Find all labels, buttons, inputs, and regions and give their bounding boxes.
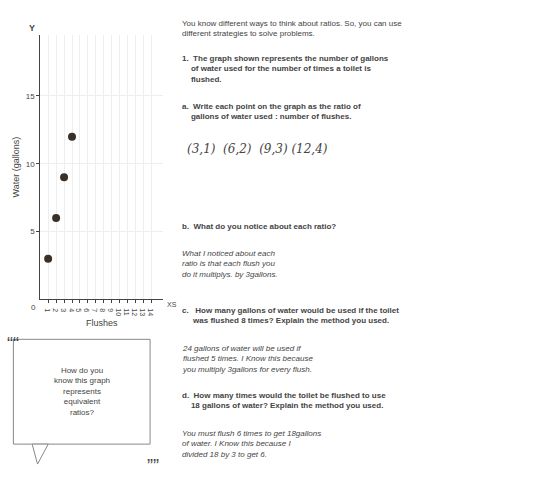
svg-text:13: 13	[139, 308, 146, 316]
svg-text:Flushes: Flushes	[86, 318, 118, 328]
svg-text:12: 12	[131, 308, 138, 316]
svg-text:““: ““	[7, 334, 19, 354]
svg-text:0: 0	[31, 303, 36, 312]
svg-text:5: 5	[30, 227, 35, 236]
svg-text:6: 6	[83, 308, 90, 312]
svg-text:7: 7	[91, 308, 98, 312]
svg-text:2: 2	[52, 308, 59, 312]
svg-text:XS: XS	[167, 301, 177, 308]
svg-text:11: 11	[123, 308, 130, 315]
svg-text:15: 15	[26, 92, 35, 101]
svg-text:3: 3	[60, 308, 67, 312]
svg-text:(3,1) (6,2) (9,3) (12,4): (3,1) (6,2) (9,3) (12,4)	[187, 142, 328, 156]
svg-text:8: 8	[99, 308, 106, 312]
svg-text:Water (gallons): Water (gallons)	[11, 137, 21, 198]
svg-text:b. What do you notice about e: b. What do you notice about each ratio?	[182, 222, 336, 231]
svg-text:You know different ways to thi: You know different ways to think about r…	[182, 19, 402, 38]
svg-text:1: 1	[44, 308, 51, 312]
svg-text:10: 10	[26, 160, 35, 169]
svg-text:Y: Y	[29, 23, 35, 33]
svg-text:d. How many times would the t: d. How many times would the toilet be fl…	[182, 391, 386, 410]
svg-text:What I noticed about eachratio: What I noticed about eachratio is that e…	[182, 249, 278, 279]
svg-text:1. The graph shown represents: 1. The graph shown represents the number…	[182, 54, 389, 84]
svg-text:10: 10	[115, 308, 122, 316]
svg-text:c. How many gallons of water: c. How many gallons of water would be us…	[182, 306, 399, 325]
svg-text:a. Write each point on the gr: a. Write each point on the graph as the …	[182, 102, 361, 121]
svg-text:You must flush 6 times to get: You must flush 6 times to get 18gallonso…	[182, 429, 321, 459]
svg-text:4: 4	[68, 308, 75, 312]
svg-text:””: ””	[147, 456, 159, 476]
svg-text:5: 5	[75, 308, 82, 312]
svg-text:9: 9	[107, 308, 114, 312]
svg-text:How do youknow this graphrepre: How do youknow this graphrepresentsequiv…	[54, 366, 110, 417]
svg-text:14: 14	[147, 308, 154, 316]
svg-text:24 gallons of water will be us: 24 gallons of water will be used ifflush…	[182, 344, 313, 374]
